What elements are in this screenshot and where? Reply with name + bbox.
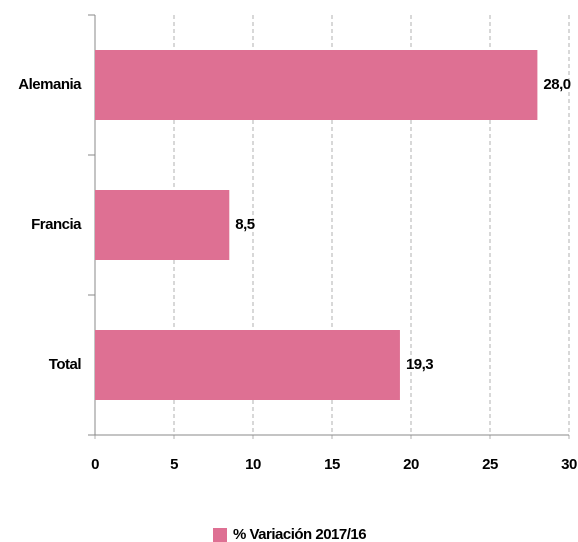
x-tick-label: 30 <box>561 456 577 473</box>
y-tick-label: Francia <box>31 216 82 233</box>
y-tick-label: Total <box>49 356 82 373</box>
y-tick-label: Alemania <box>18 76 82 93</box>
legend-swatch <box>213 528 227 542</box>
value-label: 19,3 <box>406 356 433 373</box>
legend-label: % Variación 2017/16 <box>233 526 366 542</box>
x-tick-label: 5 <box>170 456 178 473</box>
x-tick-label: 10 <box>245 456 261 473</box>
bar <box>95 330 400 400</box>
value-label: 28,0 <box>543 76 570 93</box>
value-label: 8,5 <box>235 216 255 233</box>
bar <box>95 190 230 260</box>
x-tick-label: 0 <box>91 456 99 473</box>
x-tick-label: 20 <box>403 456 419 473</box>
x-tick-label: 25 <box>482 456 498 473</box>
bar <box>95 50 538 120</box>
x-tick-label: 15 <box>324 456 340 473</box>
